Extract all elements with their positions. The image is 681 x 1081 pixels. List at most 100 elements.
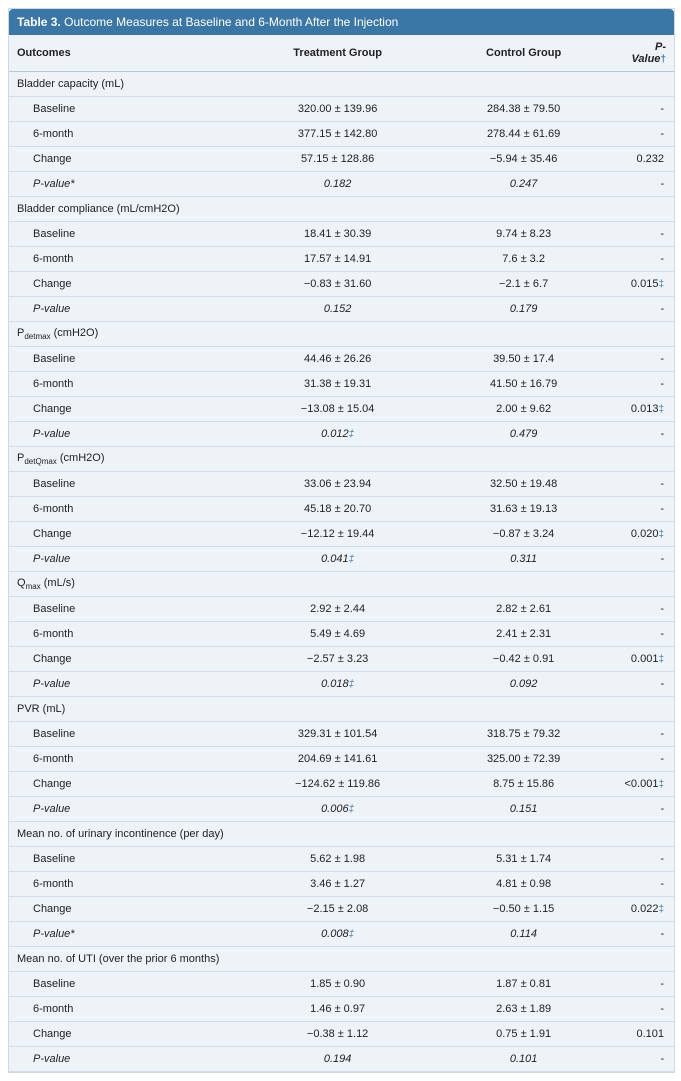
pvalue-cell: - [616, 922, 674, 947]
row-label: 6-month [9, 747, 244, 772]
table-row: 6-month204.69 ± 141.61325.00 ± 72.39- [9, 747, 674, 772]
row-label: Baseline [9, 847, 244, 872]
pvalue-cell: 0.022‡ [616, 897, 674, 922]
table-caption: Outcome Measures at Baseline and 6-Month… [61, 15, 399, 29]
section-label: Mean no. of urinary incontinence (per da… [9, 822, 674, 847]
treatment-value: 33.06 ± 23.94 [244, 472, 430, 497]
treatment-value: 1.85 ± 0.90 [244, 972, 430, 997]
row-label: 6-month [9, 372, 244, 397]
row-label: Baseline [9, 97, 244, 122]
pvalue-cell: 0.101 [616, 1022, 674, 1047]
control-value: 7.6 ± 3.2 [431, 247, 617, 272]
row-label: P-value [9, 297, 244, 322]
control-value: 8.75 ± 15.86 [431, 772, 617, 797]
pvalue-cell: - [616, 97, 674, 122]
row-label: Change [9, 397, 244, 422]
control-value: 1.87 ± 0.81 [431, 972, 617, 997]
control-value: 0.179 [431, 297, 617, 322]
treatment-value: 1.46 ± 0.97 [244, 997, 430, 1022]
section-row: Bladder compliance (mL/cmH2O) [9, 197, 674, 222]
data-table: Outcomes Treatment Group Control Group P… [9, 35, 674, 1072]
section-label: Bladder compliance (mL/cmH2O) [9, 197, 674, 222]
control-value: 2.00 ± 9.62 [431, 397, 617, 422]
table-row: 6-month3.46 ± 1.274.81 ± 0.98- [9, 872, 674, 897]
pvalue-cell: - [616, 872, 674, 897]
row-label: Change [9, 522, 244, 547]
row-label: P-value* [9, 172, 244, 197]
table-row: 6-month45.18 ± 20.7031.63 ± 19.13- [9, 497, 674, 522]
treatment-value: −0.38 ± 1.12 [244, 1022, 430, 1047]
row-label: Baseline [9, 347, 244, 372]
pvalue-cell: - [616, 797, 674, 822]
control-value: 5.31 ± 1.74 [431, 847, 617, 872]
row-label: Baseline [9, 722, 244, 747]
row-label: P-value [9, 547, 244, 572]
treatment-value: −12.12 ± 19.44 [244, 522, 430, 547]
table-row: P-value*0.008‡0.114- [9, 922, 674, 947]
table-row: Change57.15 ± 128.86−5.94 ± 35.460.232 [9, 147, 674, 172]
control-value: 0.311 [431, 547, 617, 572]
row-label: Change [9, 272, 244, 297]
table-row: 6-month31.38 ± 19.3141.50 ± 16.79- [9, 372, 674, 397]
table-row: 6-month1.46 ± 0.972.63 ± 1.89- [9, 997, 674, 1022]
table-row: Change−124.62 ± 119.868.75 ± 15.86<0.001… [9, 772, 674, 797]
row-label: Change [9, 647, 244, 672]
col-treatment: Treatment Group [244, 35, 430, 72]
section-label: Mean no. of UTI (over the prior 6 months… [9, 947, 674, 972]
treatment-value: 0.041‡ [244, 547, 430, 572]
treatment-value: 3.46 ± 1.27 [244, 872, 430, 897]
treatment-value: −124.62 ± 119.86 [244, 772, 430, 797]
treatment-value: 31.38 ± 19.31 [244, 372, 430, 397]
control-value: 325.00 ± 72.39 [431, 747, 617, 772]
pvalue-cell: - [616, 122, 674, 147]
table-row: Change−2.57 ± 3.23−0.42 ± 0.910.001‡ [9, 647, 674, 672]
control-value: 318.75 ± 79.32 [431, 722, 617, 747]
table-row: Baseline44.46 ± 26.2639.50 ± 17.4- [9, 347, 674, 372]
row-label: 6-month [9, 872, 244, 897]
table-row: Change−0.38 ± 1.120.75 ± 1.910.101 [9, 1022, 674, 1047]
treatment-value: −0.83 ± 31.60 [244, 272, 430, 297]
treatment-value: 0.018‡ [244, 672, 430, 697]
control-value: −0.87 ± 3.24 [431, 522, 617, 547]
table-row: P-value0.012‡0.479- [9, 422, 674, 447]
treatment-value: 0.008‡ [244, 922, 430, 947]
row-label: P-value [9, 672, 244, 697]
treatment-value: 0.012‡ [244, 422, 430, 447]
section-row: Bladder capacity (mL) [9, 72, 674, 97]
outcome-table: Table 3. Outcome Measures at Baseline an… [8, 8, 675, 1073]
table-row: Baseline320.00 ± 139.96284.38 ± 79.50- [9, 97, 674, 122]
table-title: Table 3. Outcome Measures at Baseline an… [9, 9, 674, 35]
treatment-value: 57.15 ± 128.86 [244, 147, 430, 172]
pvalue-cell: - [616, 547, 674, 572]
table-row: Baseline5.62 ± 1.985.31 ± 1.74- [9, 847, 674, 872]
section-label: Bladder capacity (mL) [9, 72, 674, 97]
control-value: −5.94 ± 35.46 [431, 147, 617, 172]
treatment-value: −2.57 ± 3.23 [244, 647, 430, 672]
control-value: 41.50 ± 16.79 [431, 372, 617, 397]
pvalue-cell: - [616, 622, 674, 647]
pvalue-cell: 0.020‡ [616, 522, 674, 547]
pvalue-cell: - [616, 847, 674, 872]
pvalue-cell: - [616, 347, 674, 372]
pvalue-cell: - [616, 172, 674, 197]
section-label: Qmax (mL/s) [9, 572, 674, 597]
treatment-value: 5.49 ± 4.69 [244, 622, 430, 647]
table-row: Baseline18.41 ± 30.399.74 ± 8.23- [9, 222, 674, 247]
control-value: 278.44 ± 61.69 [431, 122, 617, 147]
pvalue-cell: - [616, 972, 674, 997]
table-row: P-value0.006‡0.151- [9, 797, 674, 822]
section-label: Pdetmax (cmH2O) [9, 322, 674, 347]
treatment-value: 0.152 [244, 297, 430, 322]
pvalue-cell: - [616, 472, 674, 497]
pvalue-cell: - [616, 722, 674, 747]
pvalue-cell: <0.001‡ [616, 772, 674, 797]
row-label: Change [9, 897, 244, 922]
table-row: 6-month17.57 ± 14.917.6 ± 3.2- [9, 247, 674, 272]
table-row: P-value0.018‡0.092- [9, 672, 674, 697]
table-row: P-value0.1940.101- [9, 1047, 674, 1072]
table-row: P-value0.041‡0.311- [9, 547, 674, 572]
control-value: 32.50 ± 19.48 [431, 472, 617, 497]
control-value: 0.479 [431, 422, 617, 447]
treatment-value: 0.182 [244, 172, 430, 197]
table-row: Change−0.83 ± 31.60−2.1 ± 6.70.015‡ [9, 272, 674, 297]
